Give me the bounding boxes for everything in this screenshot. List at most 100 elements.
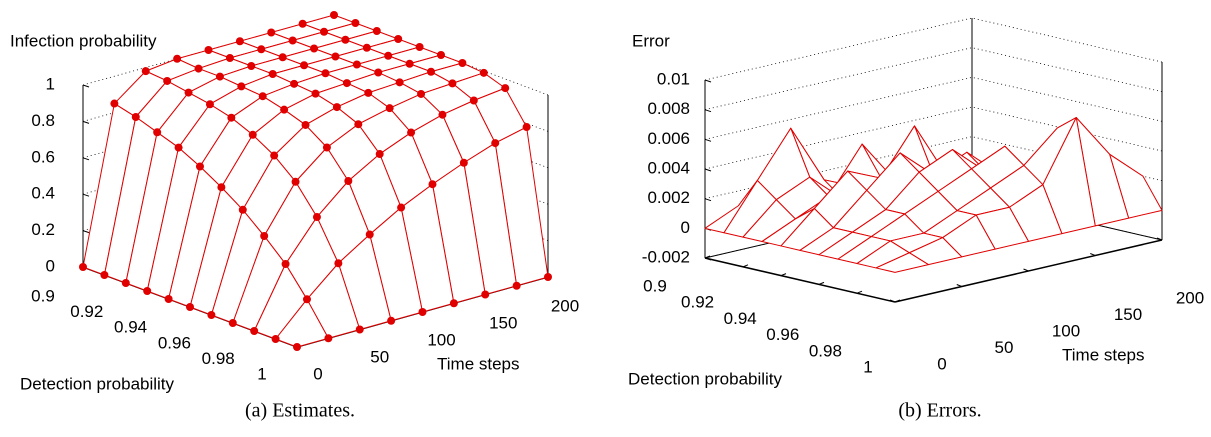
surface-point xyxy=(186,303,194,311)
surface-point xyxy=(354,120,363,129)
z-tick-label: 0.4 xyxy=(31,184,55,203)
surface-point xyxy=(479,68,488,77)
surface-point xyxy=(267,28,276,37)
x-tick-label: 1 xyxy=(863,357,872,376)
surface-point xyxy=(288,36,297,45)
surface-point xyxy=(141,67,150,76)
surface-point xyxy=(302,295,311,304)
y-tick-label: 0 xyxy=(937,354,946,373)
surface-point xyxy=(417,89,426,98)
surface-point xyxy=(153,128,162,137)
x-tick-label: 0.94 xyxy=(724,309,757,328)
surface-point xyxy=(268,70,277,78)
surface-point xyxy=(418,308,427,316)
z-tick-label: 1 xyxy=(46,74,55,93)
y-tick xyxy=(956,284,962,287)
surface-point xyxy=(204,46,213,54)
surface-point xyxy=(491,139,500,148)
surface-point xyxy=(227,113,236,122)
grid-line xyxy=(704,17,1163,81)
surface-point xyxy=(143,287,152,295)
x-tick-label: 0.9 xyxy=(31,286,55,305)
surface-point xyxy=(322,143,331,152)
surface-point xyxy=(355,325,364,334)
x-tick xyxy=(894,299,901,303)
surface-point xyxy=(351,19,360,27)
surface-point xyxy=(173,54,182,63)
surface-point xyxy=(341,35,350,44)
surface-point xyxy=(247,62,256,70)
caption: (a) Estimates. xyxy=(245,400,355,422)
z-tick-label: 0.01 xyxy=(657,69,690,88)
caption: (b) Errors. xyxy=(898,400,981,422)
y-tick-label: 150 xyxy=(489,313,517,332)
surface-point xyxy=(352,60,361,69)
surface-point xyxy=(290,79,299,88)
surface-point xyxy=(364,88,373,97)
surface-point xyxy=(278,53,287,62)
surface-point xyxy=(100,271,109,279)
surface-point xyxy=(260,231,269,240)
surface-point xyxy=(291,177,300,186)
surface-point xyxy=(458,59,467,67)
z-tick xyxy=(704,138,712,142)
surface-point xyxy=(121,279,130,287)
z-tick xyxy=(82,230,90,234)
x-tick xyxy=(780,273,787,277)
surface-point xyxy=(250,327,259,335)
x-tick-label: 0.9 xyxy=(643,276,667,295)
z-tick xyxy=(704,257,712,261)
z-tick-label: 0.2 xyxy=(31,220,55,239)
z-tick-label: 0.002 xyxy=(647,188,690,207)
z-axis-label: Infection probability xyxy=(10,31,157,50)
surface-point xyxy=(427,67,436,76)
surface-point xyxy=(365,230,374,239)
surface-patch xyxy=(875,252,929,273)
surface-point xyxy=(394,35,403,43)
surface-point xyxy=(438,110,447,119)
surface-point xyxy=(312,213,321,222)
surface-point xyxy=(301,120,310,129)
y-tick-label: 200 xyxy=(1176,288,1204,307)
surface-point xyxy=(544,273,552,281)
z-tick-label: 0.8 xyxy=(31,111,55,130)
surface-point xyxy=(238,205,247,214)
surface-point xyxy=(298,19,307,28)
z-tick-label: 0.6 xyxy=(31,147,55,166)
surface-point xyxy=(184,88,193,97)
surface-point xyxy=(330,11,338,19)
surface-point xyxy=(334,259,343,268)
z-tick xyxy=(82,193,90,197)
surface-point xyxy=(235,37,244,46)
grid-line xyxy=(704,76,1163,140)
y-axis-label: Time steps xyxy=(1062,345,1145,364)
z-tick xyxy=(704,79,712,83)
surface-point xyxy=(331,52,340,61)
surface-point xyxy=(164,295,173,303)
z-tick xyxy=(82,120,90,124)
surface-point xyxy=(481,290,490,299)
y-tick xyxy=(1090,253,1096,256)
surface-point xyxy=(110,99,119,108)
surface-point xyxy=(280,105,289,114)
y-tick-label: 50 xyxy=(995,338,1014,357)
surface-point xyxy=(311,89,320,98)
surface-point xyxy=(405,59,414,68)
x-tick-label: 0.92 xyxy=(70,302,103,321)
y-tick-label: 100 xyxy=(1052,321,1080,340)
surface-point xyxy=(384,51,393,60)
surface-point xyxy=(362,43,371,52)
y-tick xyxy=(1023,268,1029,272)
x-tick-label: 0.92 xyxy=(681,293,714,312)
grid-line xyxy=(704,106,1163,170)
surface-point xyxy=(512,281,521,290)
z-tick xyxy=(704,168,712,172)
surface-point xyxy=(387,316,396,325)
z-tick-label: 0.006 xyxy=(647,129,690,148)
box-edge xyxy=(704,257,896,303)
x-tick xyxy=(704,255,711,259)
surface-point xyxy=(195,162,204,171)
z-tick-label: -0.002 xyxy=(642,247,690,266)
surface-point xyxy=(131,113,140,122)
